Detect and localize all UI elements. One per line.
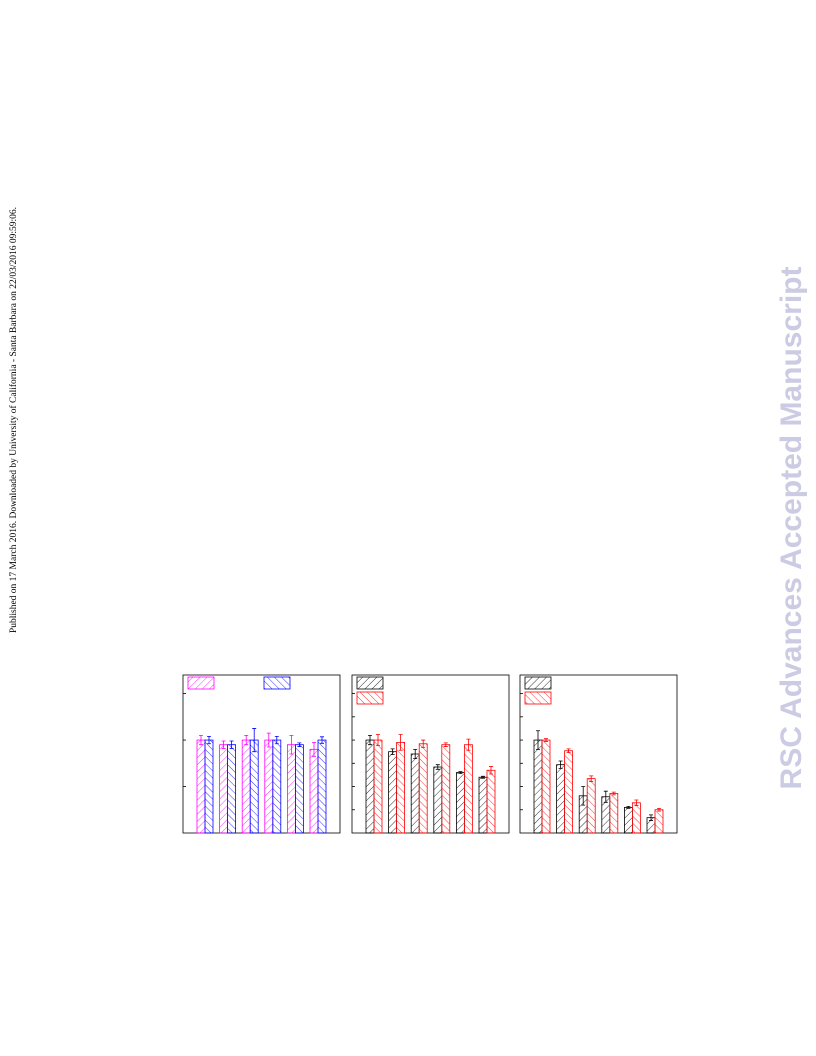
error-bar: [398, 734, 403, 751]
error-bar: [274, 735, 279, 745]
bar: [388, 751, 398, 834]
sidebar-note: Published on 17 March 2016. Downloaded b…: [8, 207, 19, 633]
bar: [463, 744, 473, 834]
bar: [486, 769, 496, 834]
error-bar: [566, 748, 571, 754]
plot-frame: [182, 674, 341, 834]
legend-swatch: [187, 676, 215, 690]
bar: [196, 739, 206, 834]
legend-swatch: [524, 691, 552, 705]
error-bar: [312, 741, 316, 757]
error-bar: [421, 739, 426, 748]
error-bar: [443, 742, 448, 747]
error-bar: [252, 728, 257, 753]
bar: [294, 744, 304, 834]
bar: [609, 793, 619, 834]
error-bar: [558, 760, 563, 769]
error-bar: [544, 738, 548, 742]
bar: [632, 802, 641, 834]
error-bar: [297, 742, 302, 747]
error-bar: [266, 732, 271, 748]
error-bar: [229, 740, 234, 749]
error-bar: [649, 814, 653, 821]
bar: [564, 750, 573, 834]
bar: [249, 739, 259, 834]
bar: [624, 807, 633, 834]
bar: [309, 748, 319, 834]
error-bar: [221, 740, 226, 749]
watermark: RSC Advances Accepted Manuscript: [775, 267, 808, 790]
bar: [455, 772, 465, 834]
bar: [541, 739, 551, 834]
bar: [433, 766, 443, 834]
error-bar: [489, 766, 493, 775]
error-bar: [368, 735, 372, 746]
error-bar: [320, 736, 324, 744]
plot-frame: [519, 674, 678, 834]
error-bar: [589, 775, 594, 782]
bar: [227, 744, 237, 834]
bar: [418, 743, 428, 834]
error-bar: [199, 735, 203, 746]
error-bar: [634, 799, 639, 806]
error-bar: [289, 735, 294, 755]
error-bar: [207, 735, 211, 745]
error-bar: [458, 771, 463, 774]
error-bar: [603, 790, 608, 803]
error-bar: [481, 775, 485, 779]
bar: [286, 744, 296, 834]
bar: [556, 764, 565, 834]
error-bar: [581, 786, 586, 806]
error-bar: [376, 734, 380, 747]
error-bar: [611, 791, 616, 796]
bar: [264, 739, 274, 834]
bar: [365, 739, 375, 834]
error-bar: [413, 748, 418, 760]
plot-frame: [351, 674, 510, 834]
bar: [219, 744, 229, 834]
legend-swatch: [356, 691, 384, 705]
legend-swatch: [263, 676, 291, 690]
error-bar: [435, 764, 440, 770]
bar: [478, 776, 488, 834]
legend-swatch: [356, 676, 384, 690]
error-bar: [536, 730, 540, 750]
legend-swatch: [524, 676, 552, 690]
bar: [441, 744, 451, 834]
error-bar: [626, 806, 631, 809]
bar: [396, 741, 406, 834]
bar: [241, 739, 251, 834]
bar: [654, 809, 664, 834]
bar: [204, 739, 214, 834]
bar: [317, 739, 327, 834]
bar: [272, 739, 282, 834]
bar: [586, 778, 596, 834]
error-bar: [244, 735, 249, 746]
error-bar: [390, 748, 395, 755]
error-bar: [657, 807, 661, 812]
bar: [373, 739, 383, 834]
bar: [533, 739, 543, 834]
bar: [410, 753, 420, 834]
error-bar: [466, 738, 471, 751]
